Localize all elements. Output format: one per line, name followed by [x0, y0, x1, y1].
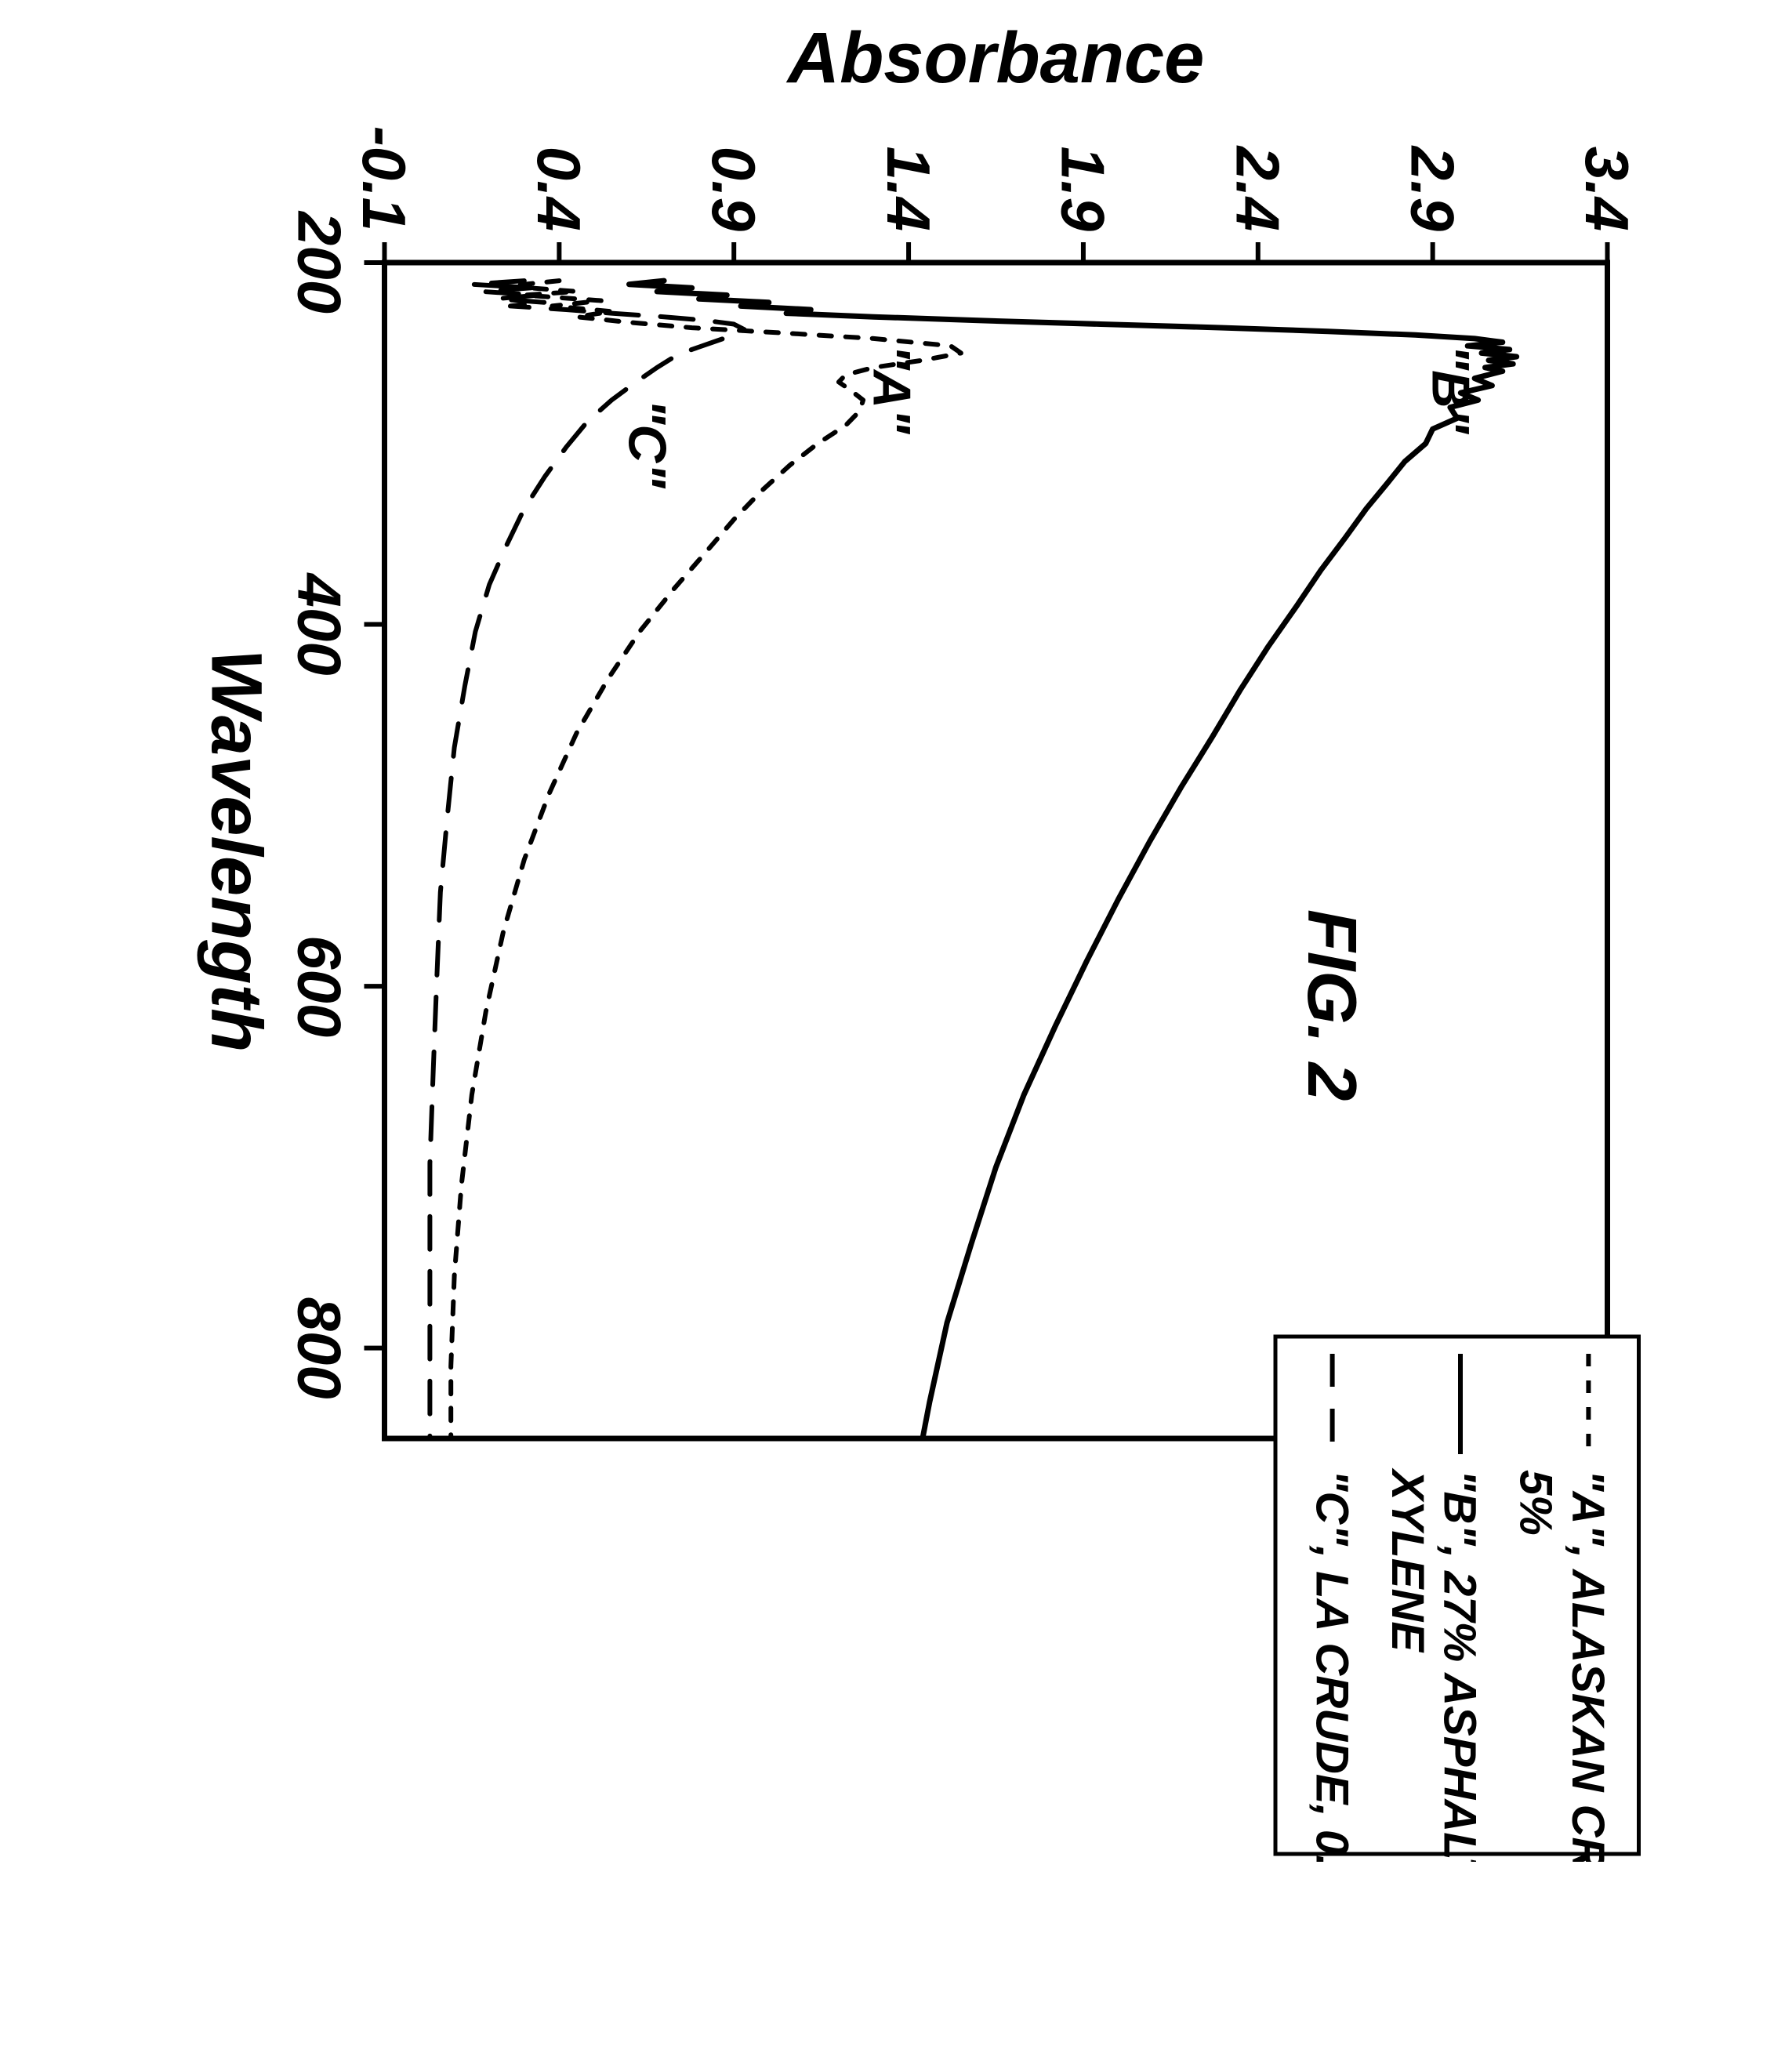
series-C — [430, 281, 744, 1438]
svg-text:800: 800 — [285, 1297, 354, 1399]
absorbance-chart: 200 400 600 800 Wavelength -0.1 0.4 0.9 1.4 1.9 2.… — [134, 20, 1663, 1862]
svg-text:0.9: 0.9 — [699, 147, 768, 232]
svg-text:400: 400 — [285, 571, 354, 675]
svg-text:Absorbance: Absorbance — [786, 20, 1205, 98]
figure-rotated-container: 200 400 600 800 Wavelength -0.1 0.4 0.9 1.4 1.9 2.… — [130, 20, 1663, 1862]
legend-text-C-0: "C", LA CRUDE, 0.5% — [1306, 1470, 1357, 1862]
legend-text-B-0: "B", 27% ASPHALTENE IN — [1435, 1470, 1485, 1862]
svg-text:2.9: 2.9 — [1398, 145, 1467, 232]
svg-text:3.4: 3.4 — [1573, 147, 1641, 231]
series-B — [629, 281, 1517, 1438]
series-label-B: "B" — [1421, 345, 1481, 434]
svg-text:1.4: 1.4 — [874, 147, 943, 231]
svg-text:0.4: 0.4 — [524, 147, 593, 231]
svg-text:600: 600 — [285, 935, 354, 1037]
svg-text:Wavelength: Wavelength — [197, 649, 277, 1053]
legend-text-A-1: 5% — [1510, 1470, 1561, 1536]
series-label-A: "A" — [862, 345, 922, 434]
series-A — [451, 281, 961, 1438]
legend-text-B-1: XYLENE — [1382, 1467, 1433, 1653]
legend-text-A-0: "A", ALASKAN CRUDE — [1562, 1470, 1613, 1862]
series-label-C: "C" — [618, 399, 677, 488]
svg-text:200: 200 — [285, 210, 354, 314]
svg-text:1.9: 1.9 — [1049, 147, 1118, 232]
page: 200 400 600 800 Wavelength -0.1 0.4 0.9 1.4 1.9 2.… — [0, 0, 1792, 2046]
svg-text:2.4: 2.4 — [1223, 145, 1292, 231]
figure-caption: FIG. 2 — [1292, 909, 1372, 1101]
svg-text:-0.1: -0.1 — [350, 126, 419, 231]
